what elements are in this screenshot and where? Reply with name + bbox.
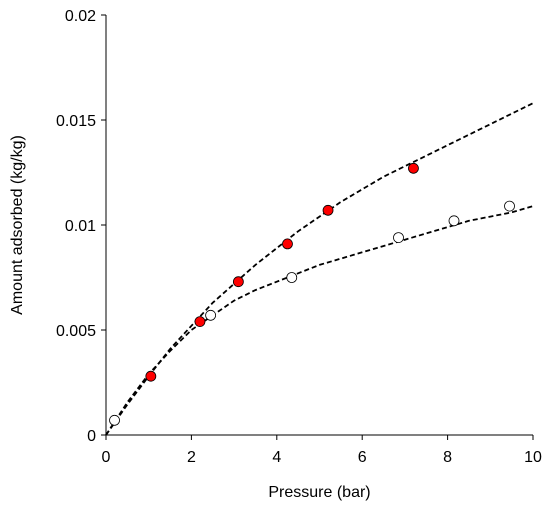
y-tick-label: 0 [87, 428, 96, 445]
y-tick-label: 0.01 [65, 218, 96, 235]
filled-data-point [408, 162, 419, 174]
x-axis-label: Pressure (bar) [268, 484, 370, 501]
filled-data-point [232, 276, 244, 288]
filled-data-point [322, 204, 334, 216]
open-data-point [504, 200, 515, 212]
y-tick-label: 0.015 [56, 113, 96, 130]
open-data-point [393, 232, 404, 244]
fit-curve-1 [105, 102, 534, 436]
fit-curve-2 [105, 205, 534, 436]
open-data-point [448, 215, 460, 227]
x-tick-label: 8 [443, 449, 452, 466]
y-ticks-layer: 0 0.005 0.01 0.015 0.02 [56, 8, 106, 445]
y-tick-label: 0.02 [65, 8, 96, 25]
x-tick-label: 6 [358, 449, 367, 466]
data-points-layer [109, 162, 515, 426]
axes-layer [105, 15, 533, 436]
filled-data-point [282, 238, 293, 250]
x-tick-label: 0 [102, 449, 111, 466]
x-tick-label: 2 [187, 449, 196, 466]
x-tick-label: 10 [524, 449, 542, 466]
open-data-point [205, 309, 217, 321]
filled-data-point [194, 316, 206, 328]
x-ticks-layer: 0 2 4 6 8 10 [102, 435, 542, 466]
open-data-point [286, 272, 298, 283]
fit-curves-layer [105, 102, 534, 436]
filled-data-point [145, 370, 157, 382]
y-tick-label: 0.005 [56, 323, 96, 340]
open-data-point [109, 414, 120, 426]
x-tick-label: 4 [272, 449, 281, 466]
y-axis-label: Amount adsorbed (kg/kg) [9, 135, 26, 315]
